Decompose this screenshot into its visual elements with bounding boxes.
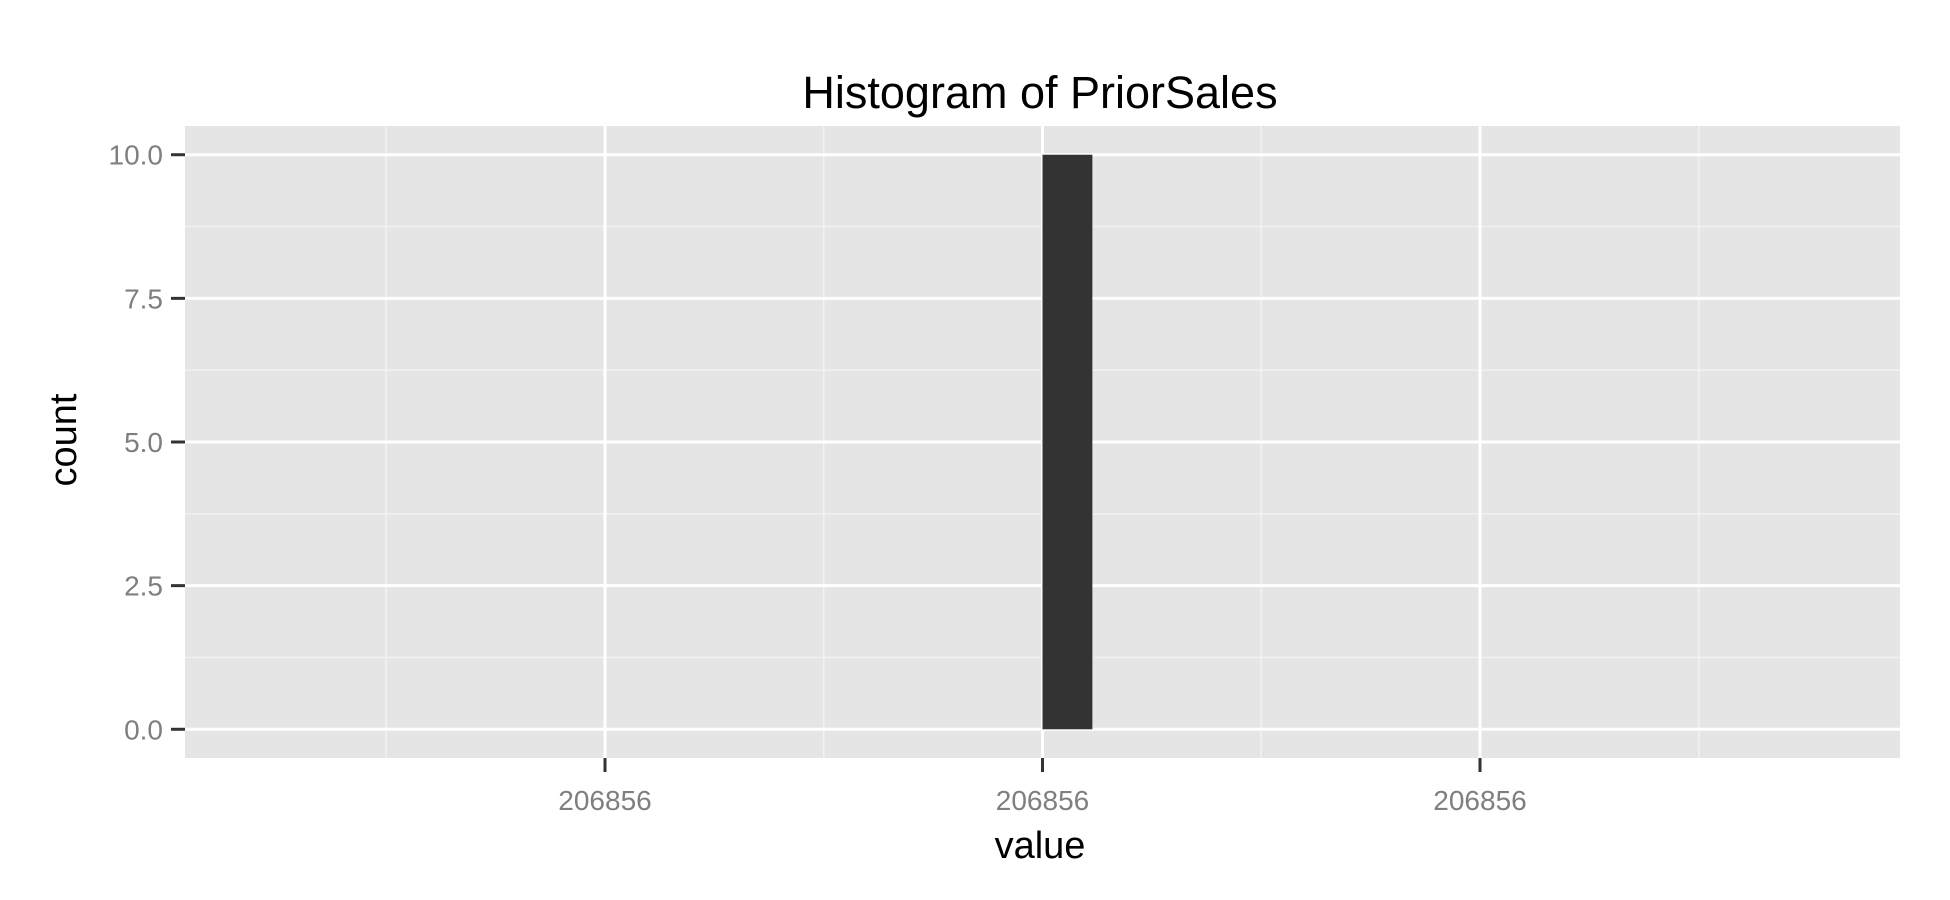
x-tick-label: 206856 (558, 785, 651, 816)
y-tick-label: 2.5 (124, 571, 163, 602)
y-tick-label: 5.0 (124, 427, 163, 458)
chart-title: Histogram of PriorSales (802, 67, 1277, 118)
x-axis: 206856 206856 206856 (558, 758, 1527, 816)
y-tick-label: 0.0 (124, 714, 163, 745)
x-tick-label: 206856 (996, 785, 1089, 816)
y-axis-title: count (43, 393, 85, 486)
x-axis-title: value (995, 825, 1086, 867)
y-axis: 0.0 2.5 5.0 7.5 10.0 (109, 140, 185, 745)
y-tick-label: 10.0 (109, 140, 164, 171)
x-tick-label: 206856 (1433, 785, 1526, 816)
histogram-bar (1042, 154, 1093, 730)
y-tick-label: 7.5 (124, 283, 163, 314)
histogram-bars (1042, 154, 1093, 730)
